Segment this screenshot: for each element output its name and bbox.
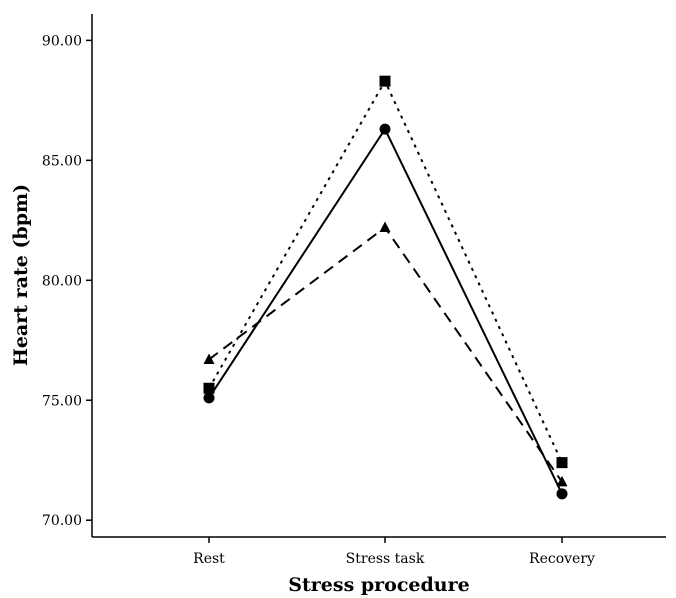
- data-point-square: [379, 75, 391, 87]
- y-axis-title: Heart rate (bpm): [10, 184, 32, 366]
- series-line-3: [208, 226, 563, 483]
- data-point-circle: [203, 392, 215, 404]
- data-point-square: [203, 382, 215, 394]
- x-axis-title: Stress procedure: [288, 574, 469, 596]
- y-tick-label: 70.00: [42, 513, 82, 529]
- data-point-triangle: [203, 353, 215, 364]
- data-point-circle: [379, 123, 391, 135]
- series-line-1: [208, 127, 563, 495]
- data-point-triangle: [379, 221, 391, 233]
- y-tick-label: 80.00: [42, 273, 82, 289]
- data-point-circle: [556, 488, 568, 500]
- y-tick-label: 90.00: [42, 33, 82, 49]
- x-tick-label: Recovery: [529, 551, 595, 567]
- data-point-square: [556, 457, 568, 469]
- series-layer: [203, 75, 568, 500]
- y-tick-label: 75.00: [42, 393, 82, 409]
- x-tick-label: Stress task: [346, 551, 425, 567]
- data-point-triangle: [556, 475, 568, 487]
- x-tick-label: Rest: [193, 551, 225, 567]
- y-axis: 70.00 75.00 80.00 85.00 90.00: [42, 14, 93, 537]
- y-tick-label: 85.00: [42, 153, 82, 169]
- x-axis: Rest Stress task Recovery: [92, 536, 666, 567]
